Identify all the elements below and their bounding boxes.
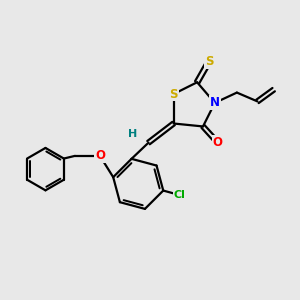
Text: O: O [95,149,105,162]
Text: H: H [128,129,137,139]
Text: O: O [213,136,223,149]
Text: Cl: Cl [173,190,185,200]
Text: N: N [210,96,220,110]
Text: S: S [205,55,213,68]
Text: S: S [169,88,178,100]
